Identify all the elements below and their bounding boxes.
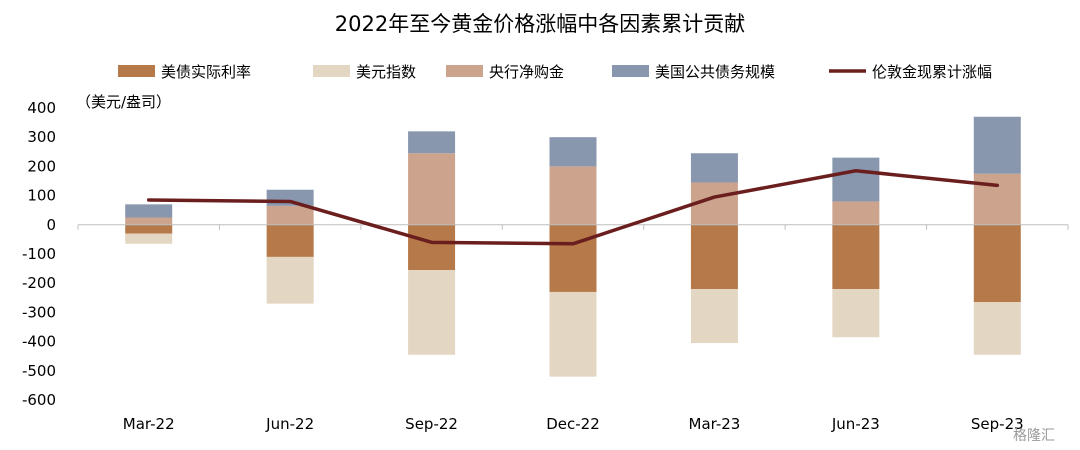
bar-segment [549,291,597,377]
bar-segment [266,224,314,257]
bar-segment [832,224,880,290]
x-axis: Mar-22 Jun-22 Sep-22 Dec-22 Mar-23 Jun-23 Sep-… [77,224,1069,433]
bar-segment [125,217,173,225]
y-tick-label: 0 [46,216,56,234]
bar-segment [832,289,880,338]
legend-label: 美元指数 [356,63,416,81]
bar-segment [408,153,456,225]
bar-segment [973,116,1021,174]
bar-segment [549,137,597,167]
bar-segment [408,131,456,154]
legend-label: 美债实际利率 [161,63,251,81]
legend: 美债实际利率 美元指数 央行净购金 美国公共债务规模 伦敦金现累计涨幅 [118,63,992,81]
bar-segment [832,157,880,202]
bar-segment [266,205,314,225]
bar-segment [549,224,597,292]
y-tick-label: -600 [22,391,56,409]
x-tick-label: Jun-23 [831,415,880,433]
legend-swatch [118,65,155,77]
y-tick-label: 100 [27,187,56,205]
bar-segment [266,189,314,206]
x-tick-label: Jun-22 [265,415,314,433]
x-tick-label: Dec-22 [546,415,600,433]
bar-segment [973,173,1021,225]
y-tick-label: 300 [27,128,56,146]
legend-swatch [612,65,649,77]
bar-segment [690,224,738,290]
legend-label: 美国公共债务规模 [655,63,775,81]
x-tick-label: Sep-22 [405,415,458,433]
bars [125,116,1021,377]
y-tick-label: -400 [22,333,56,351]
bar-segment [973,302,1021,355]
y-tick-label: 200 [27,157,56,175]
bar-segment [125,233,173,244]
x-tick-label: Mar-23 [689,415,741,433]
bar-segment [125,224,173,234]
y-unit-label: （美元/盎司） [76,93,171,111]
y-tick-label: -500 [22,362,56,380]
line-series [146,169,1000,246]
y-tick-label: -300 [22,303,56,321]
chart-title: 2022年至今黄金价格涨幅中各因素累计贡献 [335,12,745,36]
bar-segment [549,166,597,225]
x-tick-label: Mar-22 [123,415,175,433]
legend-label: 央行净购金 [489,63,564,81]
bar-segment [266,256,314,304]
legend-label: 伦敦金现累计涨幅 [872,63,992,81]
legend-swatch [313,65,350,77]
bar-segment [973,224,1021,303]
bar-segment [408,270,456,355]
bar-segment [832,201,880,225]
bar-segment [690,153,738,183]
legend-swatch [446,65,483,77]
line-series-path [146,169,1000,246]
bar-segment [690,289,738,344]
watermark: 格隆汇 [1013,428,1055,444]
y-tick-label: -200 [22,274,56,292]
x-tick-label: Sep-23 [971,415,1024,433]
bar-segment [408,224,456,271]
y-tick-label: -100 [22,245,56,263]
y-axis: 400 300 200 100 0 -100 -200 -300 -400 -500 -600 [22,99,56,409]
bar-segment [125,204,173,218]
y-tick-label: 400 [27,99,56,117]
